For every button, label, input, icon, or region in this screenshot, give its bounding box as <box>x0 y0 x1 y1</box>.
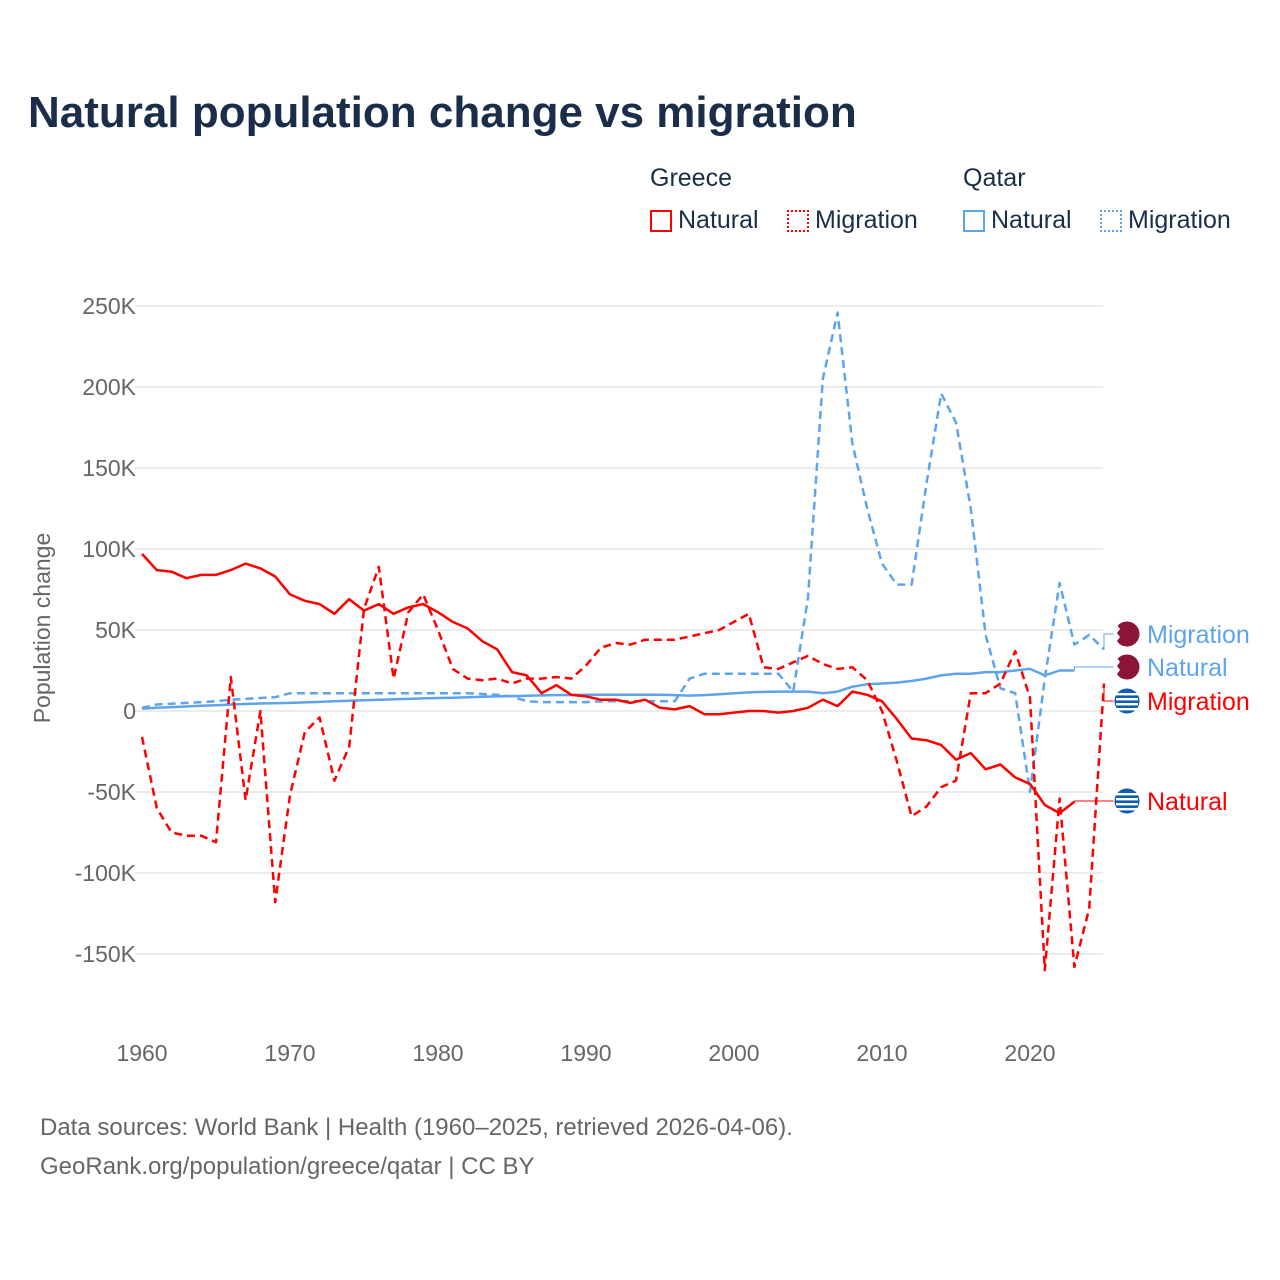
end-label-connector <box>1073 666 1115 671</box>
legend-group-greece: Greece <box>650 164 732 192</box>
y-tick-label: 150K <box>82 455 136 481</box>
end-label: Migration <box>1147 621 1250 649</box>
flag-stripe <box>1116 708 1138 711</box>
end-label-connector <box>1103 683 1115 702</box>
series-line-greece-migration <box>140 565 1106 972</box>
source-note: Data sources: World Bank | Health (1960–… <box>40 1108 793 1186</box>
x-tick-label: 2020 <box>1004 1040 1055 1066</box>
x-tick-label: 2000 <box>708 1040 759 1066</box>
x-tick-label: 2010 <box>856 1040 907 1066</box>
end-label-connector <box>1103 633 1115 650</box>
series-line-greece-natural <box>141 553 1076 815</box>
legend-greece-migration[interactable]: Migration <box>787 206 918 235</box>
legend-swatch-solid <box>963 209 985 232</box>
flag-stripe <box>1116 703 1138 706</box>
y-tick-label: -50K <box>87 779 136 805</box>
x-tick-label: 1970 <box>264 1040 315 1066</box>
series-line-qatar-natural <box>141 667 1075 710</box>
flag-serration <box>1114 654 1120 680</box>
end-label-connector <box>1073 800 1115 802</box>
y-tick-label: -150K <box>75 941 137 967</box>
y-tick-label: 0 <box>123 698 136 724</box>
end-label: Migration <box>1147 688 1250 716</box>
flag-stripe <box>1116 698 1138 701</box>
legend-label: Migration <box>1128 206 1231 234</box>
x-tick-label: 1990 <box>560 1040 611 1066</box>
legend-label: Migration <box>815 206 918 234</box>
end-label: Natural <box>1147 788 1228 816</box>
source-line: Data sources: World Bank | Health (1960–… <box>40 1114 793 1141</box>
y-tick-label: 250K <box>82 293 136 319</box>
chart-title: Natural population change vs migration <box>28 88 857 137</box>
y-tick-label: 50K <box>95 617 137 643</box>
flag-stripe <box>1116 793 1138 796</box>
flag-stripe <box>1116 693 1138 696</box>
legend-qatar-natural[interactable]: Natural <box>963 206 1072 235</box>
series-line-qatar-migration <box>141 311 1105 794</box>
flag-serration <box>1114 621 1120 647</box>
y-tick-label: 200K <box>82 374 136 400</box>
legend-group-qatar: Qatar <box>963 164 1026 192</box>
legend-swatch-dotted <box>787 209 809 232</box>
legend-swatch-dotted <box>1100 209 1122 232</box>
legend-label: Natural <box>991 206 1072 234</box>
flag-stripe <box>1116 803 1138 806</box>
source-link[interactable]: GeoRank.org/population/greece/qatar | CC… <box>40 1153 535 1180</box>
legend-swatch-solid <box>650 209 672 232</box>
y-tick-label: -100K <box>75 860 137 886</box>
end-label: Natural <box>1147 654 1228 682</box>
y-axis-label: Population change <box>29 533 55 724</box>
legend-label: Natural <box>678 206 759 234</box>
legend-qatar-migration[interactable]: Migration <box>1100 206 1231 235</box>
x-tick-label: 1960 <box>116 1040 167 1066</box>
x-tick-label: 1980 <box>412 1040 463 1066</box>
flag-stripe <box>1116 808 1138 811</box>
y-tick-label: 100K <box>82 536 136 562</box>
flag-stripe <box>1116 798 1138 801</box>
legend-greece-natural[interactable]: Natural <box>650 206 759 235</box>
